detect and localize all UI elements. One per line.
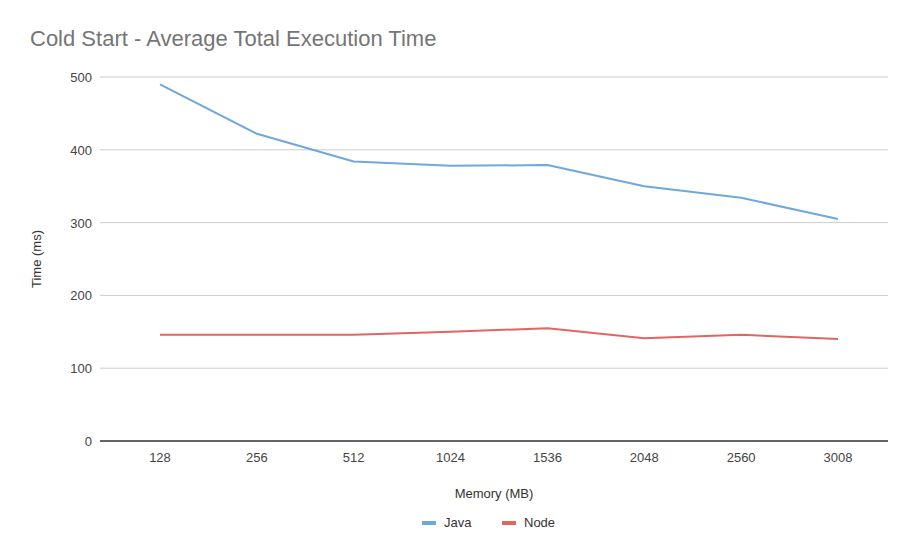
plot-series bbox=[160, 84, 838, 339]
x-tick-label: 2048 bbox=[630, 450, 659, 465]
title: Cold Start - Average Total Execution Tim… bbox=[30, 26, 436, 51]
y-tick-label: 500 bbox=[70, 70, 92, 85]
grid-line bbox=[100, 77, 888, 78]
y-axis-title: Time (ms) bbox=[29, 230, 44, 288]
chart-container: Cold Start - Average Total Execution Tim… bbox=[0, 0, 914, 559]
series-line bbox=[160, 84, 838, 219]
legend-label: Node bbox=[524, 515, 555, 530]
series-line bbox=[160, 328, 838, 339]
y-tick-label: 200 bbox=[70, 288, 92, 303]
y-tick-label: 0 bbox=[85, 434, 92, 449]
grid-line bbox=[100, 441, 888, 442]
chart-svg: Cold Start - Average Total Execution Tim… bbox=[0, 0, 914, 559]
y-tick-label: 400 bbox=[70, 143, 92, 158]
y-tick-label: 300 bbox=[70, 216, 92, 231]
x-axis-line bbox=[100, 441, 888, 442]
x-tick-label: 256 bbox=[246, 450, 268, 465]
grid-line bbox=[100, 222, 888, 223]
x-axis-title: Memory (MB) bbox=[455, 486, 534, 501]
grid-line bbox=[100, 149, 888, 150]
x-tick-label: 512 bbox=[343, 450, 365, 465]
grid-line bbox=[100, 368, 888, 369]
x-tick-label: 2560 bbox=[727, 450, 756, 465]
x-tick-label: 128 bbox=[149, 450, 171, 465]
x-tick-label: 3008 bbox=[824, 450, 853, 465]
legend-swatch bbox=[502, 521, 516, 525]
x-tick-label: 1024 bbox=[436, 450, 465, 465]
legend-swatch bbox=[422, 521, 436, 525]
x-tick-label: 1536 bbox=[533, 450, 562, 465]
grid-line bbox=[100, 295, 888, 296]
y-tick-label: 100 bbox=[70, 361, 92, 376]
legend-label: Java bbox=[444, 515, 472, 530]
